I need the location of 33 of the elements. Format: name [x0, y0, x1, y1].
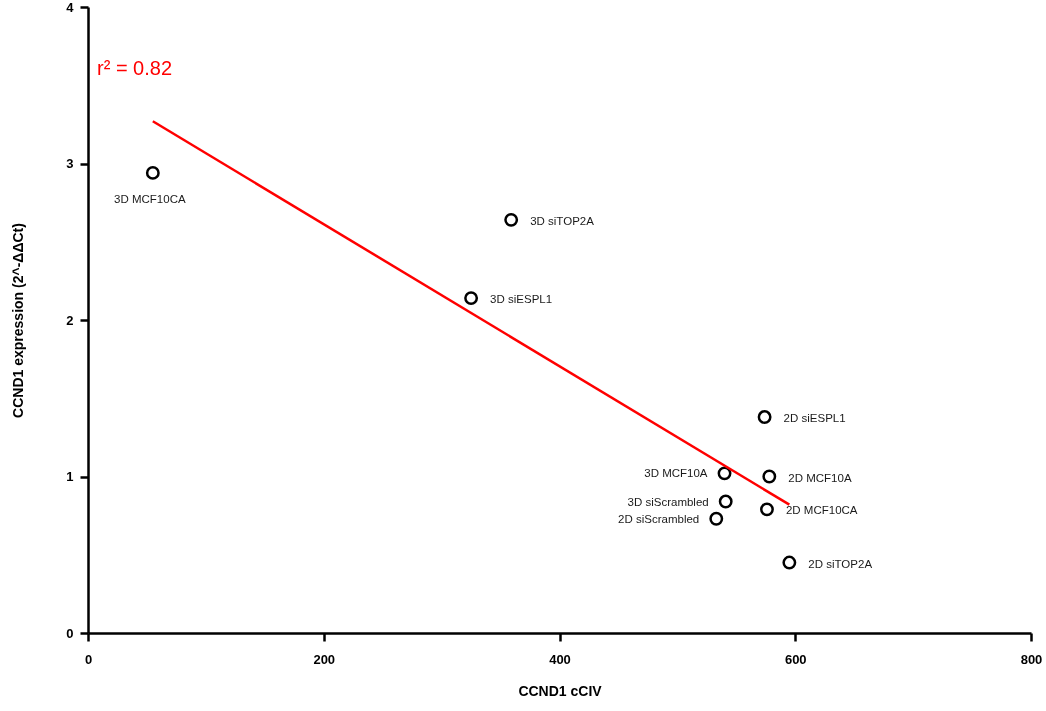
point — [760, 502, 774, 517]
annotation: 3D siESPL1 — [490, 293, 553, 306]
y-axis-title: CCND1 expression (2^-ΔΔCt) — [10, 223, 27, 418]
x-axis-title: CCND1 cCIV — [518, 682, 603, 699]
annotation: 3D MCF10A — [644, 467, 708, 480]
annotation: 2D siScrambled — [618, 512, 700, 525]
annotation: 3D siScrambled — [627, 495, 709, 508]
x-tick-label: 600 — [784, 651, 807, 667]
point — [504, 212, 519, 227]
annotation: 3D siTOP2A — [530, 214, 595, 227]
annotation: 2D MCF10CA — [785, 504, 858, 517]
annotation: 3D MCF10CA — [114, 192, 186, 205]
annotation: r² = 0.82 — [97, 57, 173, 79]
x-tick-label: 200 — [313, 651, 336, 667]
x-tick-label: 800 — [1020, 651, 1043, 667]
point — [782, 555, 797, 570]
annotation: 2D MCF10A — [788, 471, 852, 484]
point — [762, 469, 777, 484]
y-tick-label: 3 — [66, 156, 74, 171]
x-tick-label: 0 — [84, 651, 93, 667]
point — [757, 410, 772, 424]
point — [464, 291, 479, 306]
y-tick-label: 2 — [66, 312, 74, 328]
y-tick-label: 4 — [66, 0, 75, 15]
point — [709, 511, 724, 526]
y-tick-label: 1 — [66, 469, 74, 484]
point — [145, 165, 160, 180]
annotation: 2D siTOP2A — [808, 557, 873, 570]
point — [717, 466, 732, 481]
point — [718, 494, 733, 509]
x-tick-label: 400 — [549, 651, 571, 667]
annotation: 2D siESPL1 — [783, 412, 846, 425]
y-tick-label: 0 — [66, 625, 74, 641]
